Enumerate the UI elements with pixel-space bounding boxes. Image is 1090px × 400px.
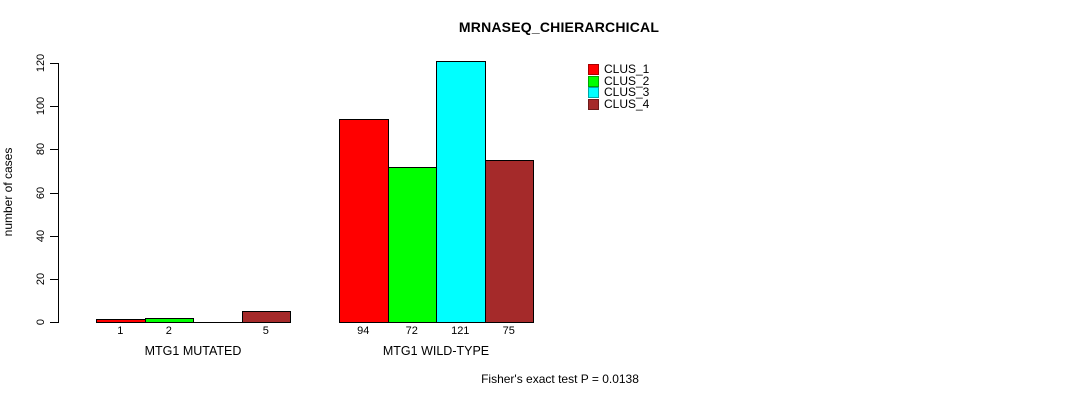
y-tick-label: 20 bbox=[35, 272, 47, 285]
bar-value-label: 5 bbox=[262, 325, 269, 337]
legend: CLUS_1 CLUS_2 CLUS_3 CLUS_4 bbox=[588, 62, 650, 111]
bar-clus_4 bbox=[484, 160, 534, 323]
group-baseline bbox=[96, 322, 291, 323]
x-category-label: MTG1 WILD-TYPE bbox=[382, 344, 490, 358]
bar-value-label: 75 bbox=[502, 325, 515, 337]
fisher-test-caption: Fisher's exact test P = 0.0138 bbox=[481, 372, 639, 386]
bar-value-label: 1 bbox=[117, 325, 124, 337]
bar-clus_2 bbox=[387, 167, 437, 323]
legend-label: CLUS_4 bbox=[604, 96, 650, 111]
y-tick-label: 120 bbox=[35, 53, 47, 73]
legend-swatch-icon bbox=[588, 98, 599, 110]
legend-row: CLUS_4 bbox=[588, 96, 650, 111]
y-tick-label: 100 bbox=[35, 96, 47, 116]
legend-row: CLUS_1 bbox=[588, 62, 650, 76]
y-tick-mark bbox=[50, 149, 58, 151]
y-tick-label: 0 bbox=[35, 318, 47, 326]
bar-value-label: 121 bbox=[451, 325, 470, 337]
y-tick-label: 80 bbox=[35, 143, 47, 156]
y-axis-line bbox=[58, 63, 59, 323]
y-tick-mark bbox=[50, 322, 58, 323]
group-baseline bbox=[339, 322, 534, 323]
bar-value-label: 94 bbox=[357, 325, 370, 337]
bar-clus_3 bbox=[436, 61, 486, 323]
y-tick-mark bbox=[50, 63, 58, 64]
y-tick-mark bbox=[50, 106, 58, 108]
legend-label: CLUS_2 bbox=[604, 73, 650, 88]
chart-title: MRNASEQ_CHIERARCHICAL bbox=[458, 19, 660, 35]
y-tick-label: 40 bbox=[35, 229, 47, 242]
legend-swatch-icon bbox=[588, 87, 599, 99]
legend-swatch-icon bbox=[588, 75, 599, 87]
bar-value-label: 72 bbox=[405, 325, 418, 337]
legend-swatch-icon bbox=[588, 64, 599, 76]
legend-label: CLUS_3 bbox=[604, 85, 650, 99]
legend-row: CLUS_3 bbox=[588, 85, 650, 99]
legend-row: CLUS_2 bbox=[588, 73, 650, 88]
y-tick-mark bbox=[50, 235, 58, 237]
bar-clus_1 bbox=[339, 119, 389, 323]
bar-value-label: 2 bbox=[165, 325, 172, 337]
legend-label: CLUS_1 bbox=[604, 62, 650, 76]
y-tick-label: 60 bbox=[35, 186, 47, 199]
x-category-label: MTG1 MUTATED bbox=[144, 344, 242, 358]
y-tick-mark bbox=[50, 192, 58, 194]
y-tick-mark bbox=[50, 278, 58, 280]
